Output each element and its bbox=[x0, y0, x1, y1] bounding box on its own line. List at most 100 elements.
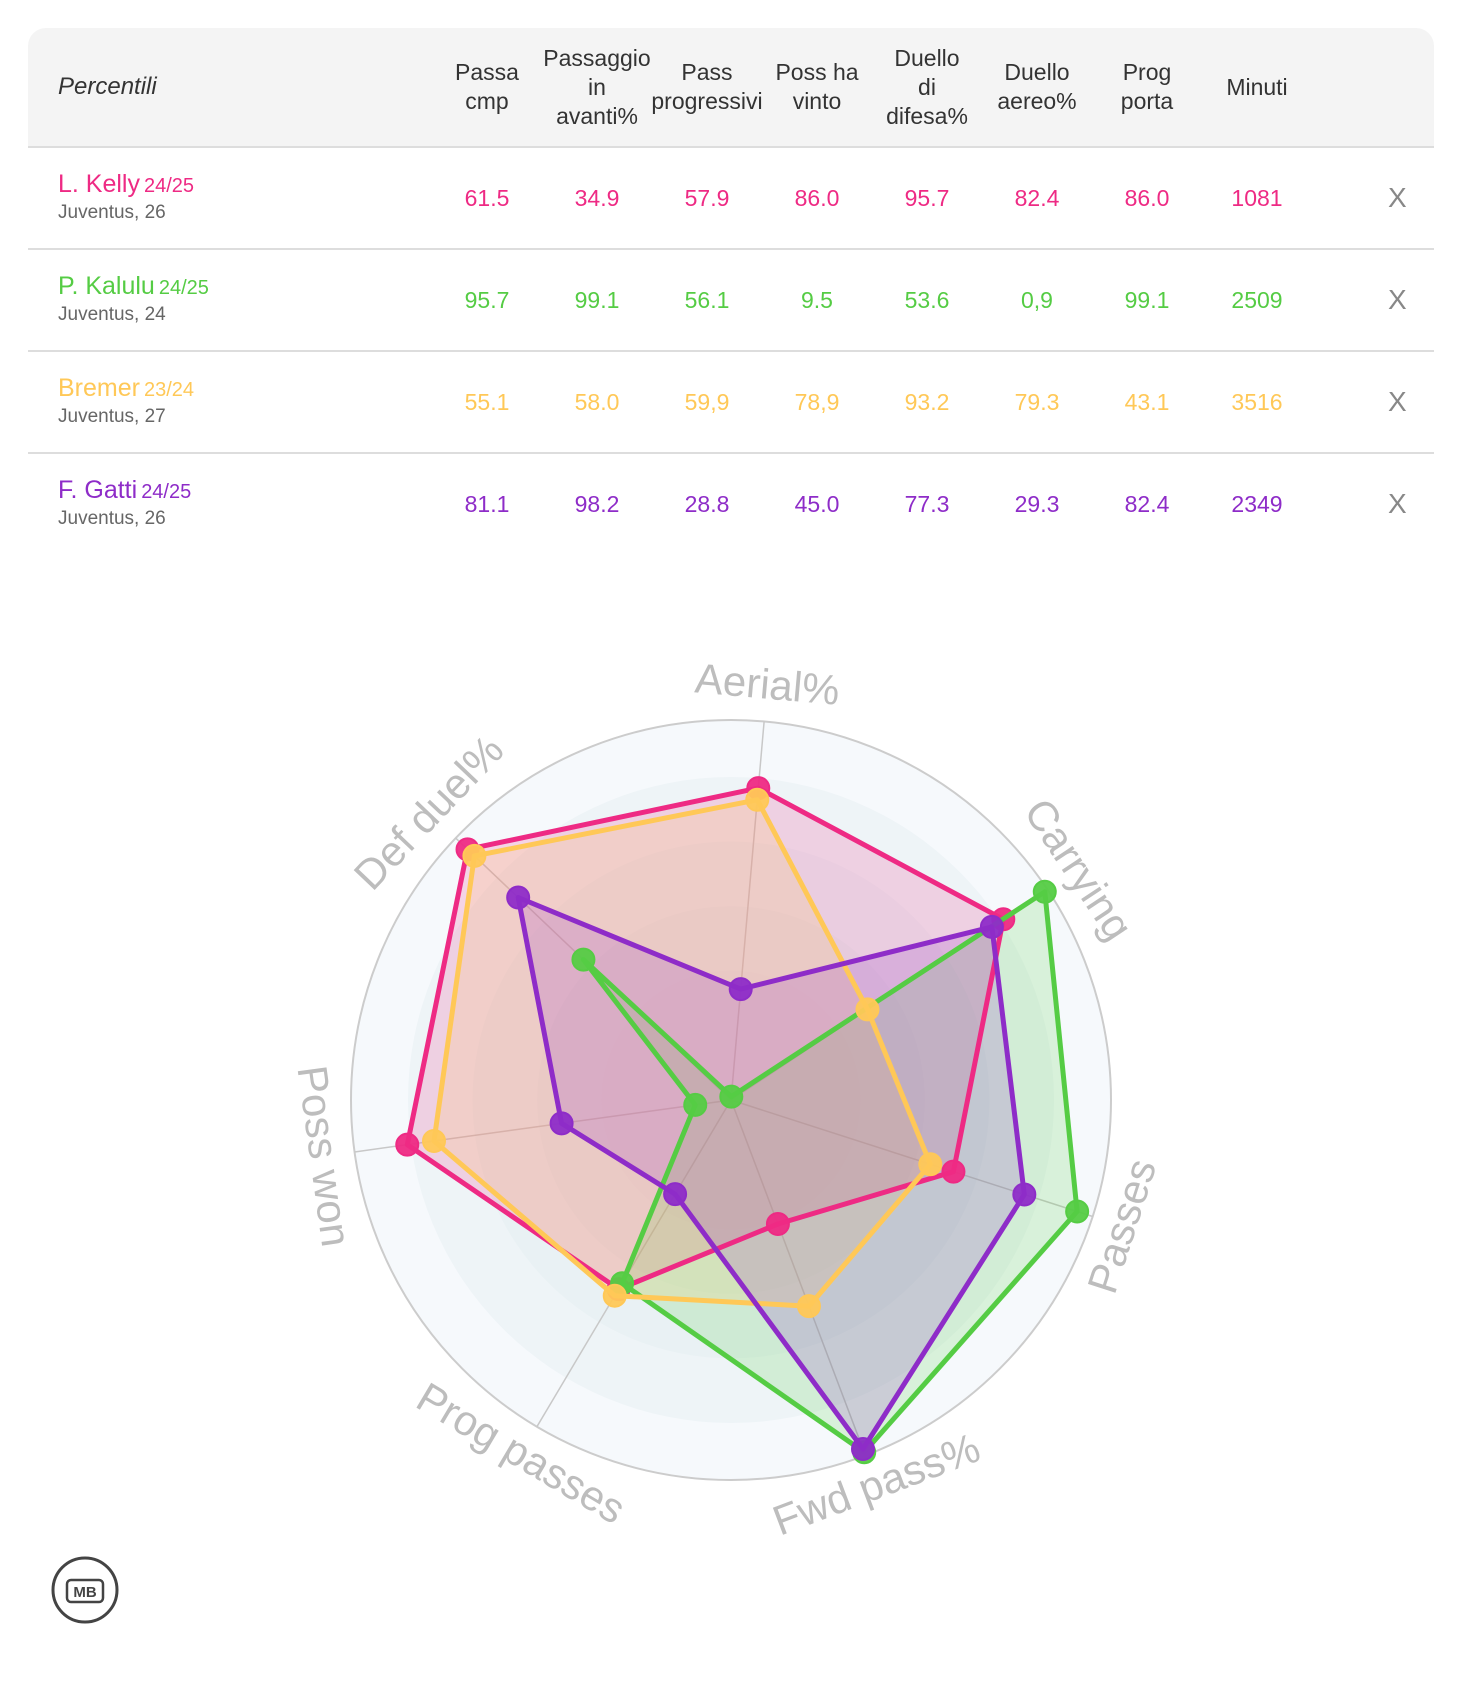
column-header-line: cmp bbox=[465, 88, 509, 114]
column-header-line: Duello bbox=[894, 44, 960, 71]
column-header[interactable]: Duello di difesa% bbox=[868, 28, 986, 146]
table-cell: 77.3 bbox=[904, 491, 950, 517]
data-point bbox=[979, 914, 1004, 939]
data-point bbox=[796, 1294, 821, 1319]
data-point bbox=[602, 1283, 627, 1308]
player-name[interactable]: F. Gatti 24/25 bbox=[58, 476, 191, 505]
player-season: 24/25 bbox=[141, 481, 192, 503]
data-point bbox=[765, 1212, 790, 1237]
column-header[interactable]: Prog porta bbox=[1088, 28, 1206, 146]
table-cell: 9.5 bbox=[801, 287, 833, 313]
column-header[interactable]: Poss ha vinto bbox=[758, 28, 876, 146]
table-cell: 95.7 bbox=[904, 185, 950, 211]
series-line bbox=[580, 889, 1080, 1455]
table-cell: 2509 bbox=[1231, 287, 1283, 313]
data-point bbox=[549, 1111, 574, 1136]
table-cell: 43.1 bbox=[1124, 389, 1170, 415]
table-cell: 99.1 bbox=[1124, 287, 1170, 313]
player-team: Juventus, 24 bbox=[58, 304, 166, 325]
player-name-text: P. Kalulu bbox=[58, 272, 155, 300]
player-team: Juventus, 27 bbox=[58, 406, 166, 427]
player-team: Juventus, 26 bbox=[58, 202, 166, 223]
column-header-line: porta bbox=[1120, 88, 1174, 114]
player-name-text: L. Kelly bbox=[58, 170, 140, 198]
column-header-line: Pass bbox=[681, 59, 733, 85]
table-row: P. Kalulu 24/25 Juventus, 24 95.7 99.1 56.1 9.… bbox=[28, 250, 1434, 352]
column-header[interactable]: Passaggio in avanti% bbox=[538, 28, 656, 146]
column-header-line: di bbox=[918, 73, 936, 100]
data-point bbox=[571, 947, 596, 972]
table-cell: 53.6 bbox=[904, 287, 950, 313]
table-title: Percentili bbox=[58, 73, 157, 100]
player-name-text: Bremer bbox=[58, 374, 140, 402]
column-header-line: Prog bbox=[1122, 59, 1172, 85]
player-name[interactable]: P. Kalulu 24/25 bbox=[58, 272, 209, 301]
logo-icon: MB bbox=[51, 1556, 119, 1624]
player-season: 24/25 bbox=[158, 277, 209, 299]
column-header[interactable]: Pass progressivi bbox=[648, 28, 766, 146]
table-cell: 86.0 bbox=[1124, 185, 1170, 211]
remove-player-button[interactable]: X bbox=[1388, 386, 1407, 417]
column-header-line: Poss ha bbox=[775, 59, 859, 85]
table-cell: 93.2 bbox=[904, 389, 950, 415]
table-row: F. Gatti 24/25 Juventus, 26 81.1 98.2 28.8 45.… bbox=[28, 454, 1434, 554]
radar-spoke bbox=[730, 1099, 867, 1456]
data-point bbox=[1012, 1182, 1037, 1207]
table-cell: 78,9 bbox=[794, 389, 840, 415]
column-header-line: avanti% bbox=[556, 102, 638, 129]
table-cell: 1081 bbox=[1231, 185, 1283, 211]
table-cell: 82.4 bbox=[1014, 185, 1060, 211]
column-header-line: Minuti bbox=[1226, 73, 1288, 100]
player-name[interactable]: Bremer 23/24 bbox=[58, 374, 194, 403]
table-cell: 34.9 bbox=[574, 185, 620, 211]
column-header[interactable]: Minuti bbox=[1198, 28, 1316, 146]
data-point bbox=[728, 977, 753, 1002]
table-cell: 45.0 bbox=[794, 491, 840, 517]
column-header-line: in bbox=[588, 73, 606, 100]
data-point bbox=[745, 787, 770, 812]
table-cell: 58.0 bbox=[574, 389, 620, 415]
remove-player-button[interactable]: X bbox=[1388, 284, 1407, 315]
data-point bbox=[918, 1152, 943, 1177]
column-header-line: Duello bbox=[1004, 59, 1070, 85]
data-point bbox=[855, 997, 880, 1022]
column-header[interactable]: Passa cmp bbox=[428, 28, 546, 146]
table-cell: 57.9 bbox=[684, 185, 730, 211]
table-cell: 81.1 bbox=[464, 491, 510, 517]
table-cell: 82.4 bbox=[1124, 491, 1170, 517]
data-point bbox=[719, 1084, 744, 1109]
logo-text: MB bbox=[73, 1584, 96, 1601]
remove-player-button[interactable]: X bbox=[1388, 488, 1407, 519]
table-cell: 3516 bbox=[1231, 389, 1283, 415]
data-point bbox=[941, 1159, 966, 1184]
remove-player-button[interactable]: X bbox=[1388, 182, 1407, 213]
data-point bbox=[395, 1132, 420, 1157]
series-line bbox=[431, 797, 933, 1309]
data-point bbox=[1065, 1199, 1090, 1224]
table-cell: 61.5 bbox=[464, 185, 510, 211]
table-cell: 56.1 bbox=[684, 287, 730, 313]
axis-label: Poss won bbox=[288, 1063, 360, 1250]
table-row: L. Kelly 24/25 Juventus, 26 61.5 34.9 57.9 86.… bbox=[28, 148, 1434, 250]
table-cell: 0,9 bbox=[1021, 287, 1053, 313]
axis-label: Aerial% bbox=[693, 654, 841, 713]
player-season: 24/25 bbox=[143, 175, 195, 197]
data-point bbox=[663, 1182, 688, 1207]
column-header-line: vinto bbox=[792, 88, 842, 114]
player-team: Juventus, 26 bbox=[58, 508, 166, 529]
data-point bbox=[1032, 879, 1057, 904]
table-cell: 99.1 bbox=[574, 287, 620, 313]
table-cell: 28.8 bbox=[684, 491, 730, 517]
series-line bbox=[515, 895, 1027, 1452]
player-name[interactable]: L. Kelly 24/25 bbox=[58, 170, 194, 199]
column-header-line: aereo% bbox=[997, 88, 1077, 114]
data-point bbox=[506, 885, 531, 910]
column-header[interactable]: Duello aereo% bbox=[978, 28, 1096, 146]
column-header-line: Passaggio bbox=[543, 44, 651, 71]
table-cell: 79.3 bbox=[1014, 389, 1060, 415]
data-point bbox=[683, 1092, 708, 1117]
data-point bbox=[462, 843, 487, 868]
table-cell: 55.1 bbox=[464, 389, 510, 415]
data-point bbox=[850, 1437, 875, 1462]
